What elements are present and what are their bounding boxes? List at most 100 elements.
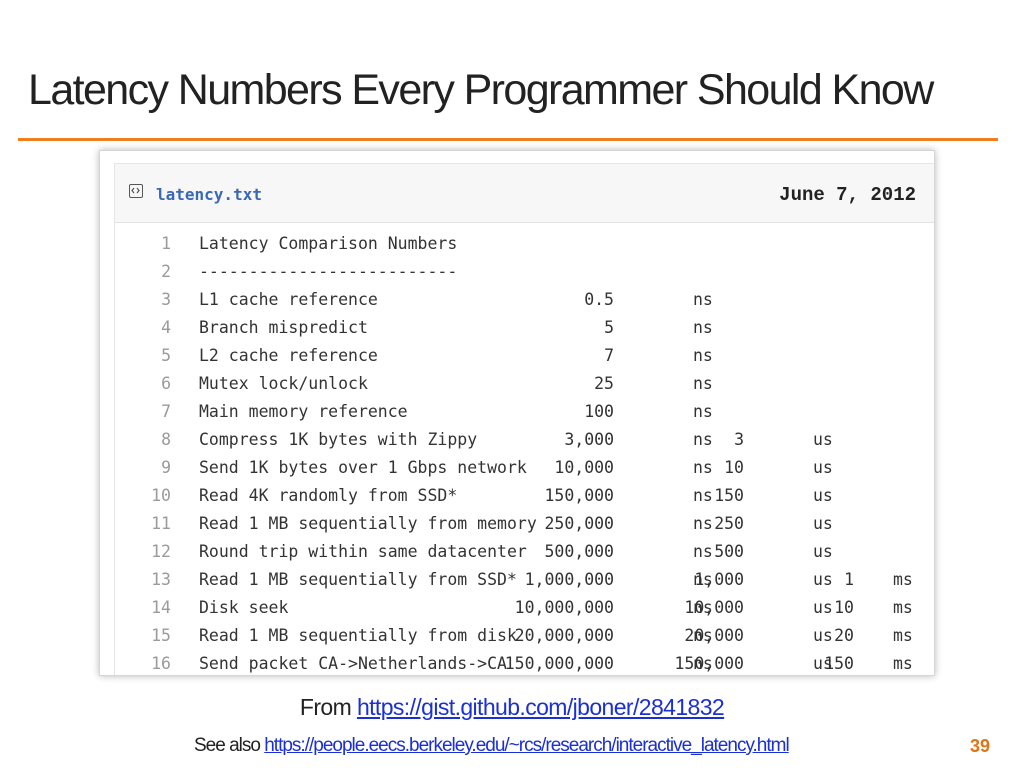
line-label: Latency Comparison Numbers — [199, 234, 458, 253]
gist-source-link[interactable]: https://gist.github.com/jboner/2841832 — [356, 694, 725, 720]
code-line: 2 -------------------------- — [115, 258, 934, 286]
line-number: 14 — [151, 598, 171, 617]
code-line: 6 Mutex lock/unlock 25 ns — [115, 370, 934, 398]
unit-us: us — [813, 598, 833, 617]
line-label: Read 1 MB sequentially from memory — [199, 514, 537, 533]
line-number: 1 — [161, 234, 171, 253]
line-number: 10 — [151, 486, 171, 505]
code-line: 4 Branch mispredict 5 ns — [115, 314, 934, 342]
line-number: 4 — [161, 318, 171, 337]
line-number: 9 — [161, 458, 171, 477]
unit-ns: ns — [693, 402, 713, 421]
value-ns: 150,000 — [544, 486, 614, 505]
unit-ms: ms — [893, 626, 913, 645]
line-number: 8 — [161, 430, 171, 449]
line-label: Branch mispredict — [199, 318, 368, 337]
line-number: 2 — [161, 262, 171, 281]
value-us: 1,000 — [694, 570, 744, 589]
code-line: 7 Main memory reference 100 ns — [115, 398, 934, 426]
gist-date: June 7, 2012 — [779, 184, 916, 206]
value-us: 3 — [734, 430, 744, 449]
value-ms: 1 — [844, 570, 854, 589]
code-line: 3 L1 cache reference 0.5 ns — [115, 286, 934, 314]
value-ns: 10,000,000 — [514, 598, 614, 617]
code-line: 9 Send 1K bytes over 1 Gbps network 10,000… — [115, 454, 934, 482]
code-line: 13 Read 1 MB sequentially from SSD* 1,000,… — [115, 566, 934, 594]
line-label: Disk seek — [199, 598, 289, 617]
unit-ns: ns — [693, 346, 713, 365]
value-ns: 0.5 — [584, 290, 614, 309]
line-number: 12 — [151, 542, 171, 561]
value-ms: 10 — [834, 598, 854, 617]
line-number: 5 — [161, 346, 171, 365]
code-listing: 1 Latency Comparison Numbers 2 ------------… — [115, 230, 934, 678]
source-line: From https://gist.github.com/jboner/2841… — [0, 694, 1024, 721]
code-file-icon — [129, 184, 143, 198]
code-line: 12 Round trip within same datacenter 500,0… — [115, 538, 934, 566]
line-label: L2 cache reference — [199, 346, 378, 365]
value-ns: 1,000,000 — [524, 570, 614, 589]
line-label: Send 1K bytes over 1 Gbps network — [199, 458, 527, 477]
line-label: Round trip within same datacenter — [199, 542, 527, 561]
line-number: 7 — [161, 402, 171, 421]
value-ns: 100 — [584, 402, 614, 421]
unit-ns: ns — [693, 458, 713, 477]
interactive-latency-link[interactable]: https://people.eecs.berkeley.edu/~rcs/re… — [264, 735, 789, 756]
code-line: 15 Read 1 MB sequentially from disk 20,000… — [115, 622, 934, 650]
line-number: 13 — [151, 570, 171, 589]
value-us: 250 — [714, 514, 744, 533]
unit-ms: ms — [893, 654, 913, 673]
code-line: 10 Read 4K randomly from SSD* 150,000 ns 150… — [115, 482, 934, 510]
value-ms: 150 — [824, 654, 854, 673]
unit-us: us — [813, 626, 833, 645]
slide-title: Latency Numbers Every Programmer Should … — [28, 66, 934, 114]
value-us: 10 — [724, 458, 744, 477]
unit-ns: ns — [693, 654, 713, 673]
unit-ns: ns — [693, 374, 713, 393]
unit-ns: ns — [693, 318, 713, 337]
title-divider — [18, 138, 998, 141]
code-line: 5 L2 cache reference 7 ns — [115, 342, 934, 370]
value-us: 20,000 — [684, 626, 744, 645]
unit-ns: ns — [693, 430, 713, 449]
value-us: 500 — [714, 542, 744, 561]
unit-ns: ns — [693, 598, 713, 617]
line-label: Read 1 MB sequentially from SSD* — [199, 570, 517, 589]
see-also-line: See also https://people.eecs.berkeley.ed… — [194, 735, 790, 757]
source-prefix: From — [299, 694, 357, 720]
code-line: 11 Read 1 MB sequentially from memory 250,… — [115, 510, 934, 538]
gist-screenshot: latency.txt June 7, 2012 1 Latency Compar… — [99, 150, 935, 676]
value-ns: 5 — [604, 318, 614, 337]
code-line: 8 Compress 1K bytes with Zippy 3,000 ns 3 us — [115, 426, 934, 454]
line-number: 16 — [151, 654, 171, 673]
line-label: Read 4K randomly from SSD* — [199, 486, 458, 505]
unit-us: us — [813, 486, 833, 505]
unit-us: us — [813, 570, 833, 589]
code-line: 14 Disk seek 10,000,000 ns 10,000 us 10 ms — [115, 594, 934, 622]
gist-filename-link[interactable]: latency.txt — [156, 185, 262, 204]
line-number: 6 — [161, 374, 171, 393]
value-ms: 20 — [834, 626, 854, 645]
value-ns: 7 — [604, 346, 614, 365]
value-us: 150,000 — [674, 654, 744, 673]
value-ns: 10,000 — [554, 458, 614, 477]
value-ns: 25 — [594, 374, 614, 393]
unit-us: us — [813, 542, 833, 561]
unit-us: us — [813, 654, 833, 673]
value-us: 150 — [714, 486, 744, 505]
code-line: 1 Latency Comparison Numbers — [115, 230, 934, 258]
unit-us: us — [813, 458, 833, 477]
line-label: L1 cache reference — [199, 290, 378, 309]
line-label: Mutex lock/unlock — [199, 374, 368, 393]
page-number: 39 — [970, 736, 991, 756]
line-number: 11 — [151, 514, 171, 533]
unit-ns: ns — [693, 290, 713, 309]
line-number: 15 — [151, 626, 171, 645]
see-also-prefix: See also — [194, 735, 265, 756]
unit-us: us — [813, 514, 833, 533]
unit-us: us — [813, 430, 833, 449]
value-ns: 150,000,000 — [504, 654, 614, 673]
line-label: Main memory reference — [199, 402, 408, 421]
unit-ns: ns — [693, 570, 713, 589]
